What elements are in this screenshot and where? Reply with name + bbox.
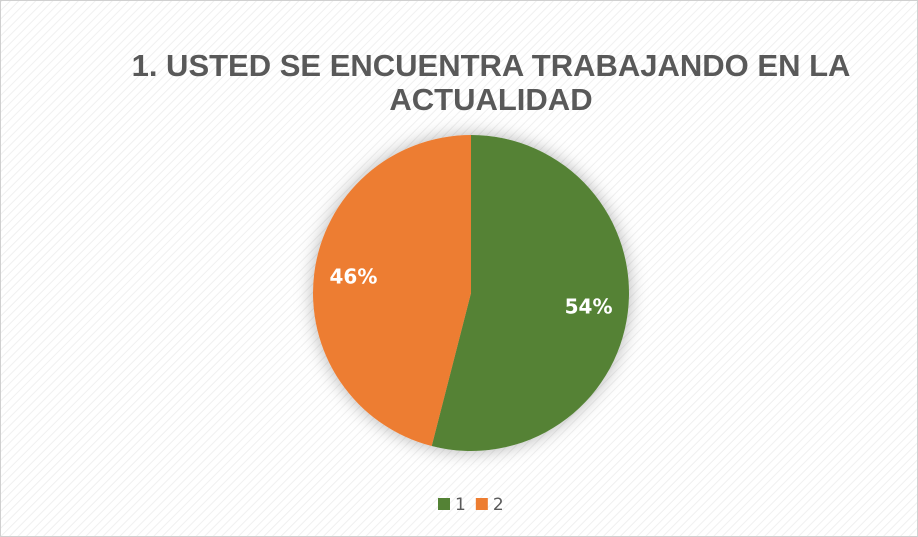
pie-slice: [431, 135, 629, 451]
chart-title: 1. USTED SE ENCUENTRA TRABAJANDO EN LA A…: [131, 48, 851, 117]
legend-label: 2: [493, 495, 504, 515]
pie: [312, 135, 629, 451]
pie-slice: [312, 135, 471, 447]
legend-label: 1: [455, 495, 466, 515]
legend-swatch: [438, 498, 450, 510]
data-label: 54%: [565, 294, 613, 318]
data-label: 46%: [329, 265, 377, 289]
legend-swatch: [475, 498, 488, 510]
